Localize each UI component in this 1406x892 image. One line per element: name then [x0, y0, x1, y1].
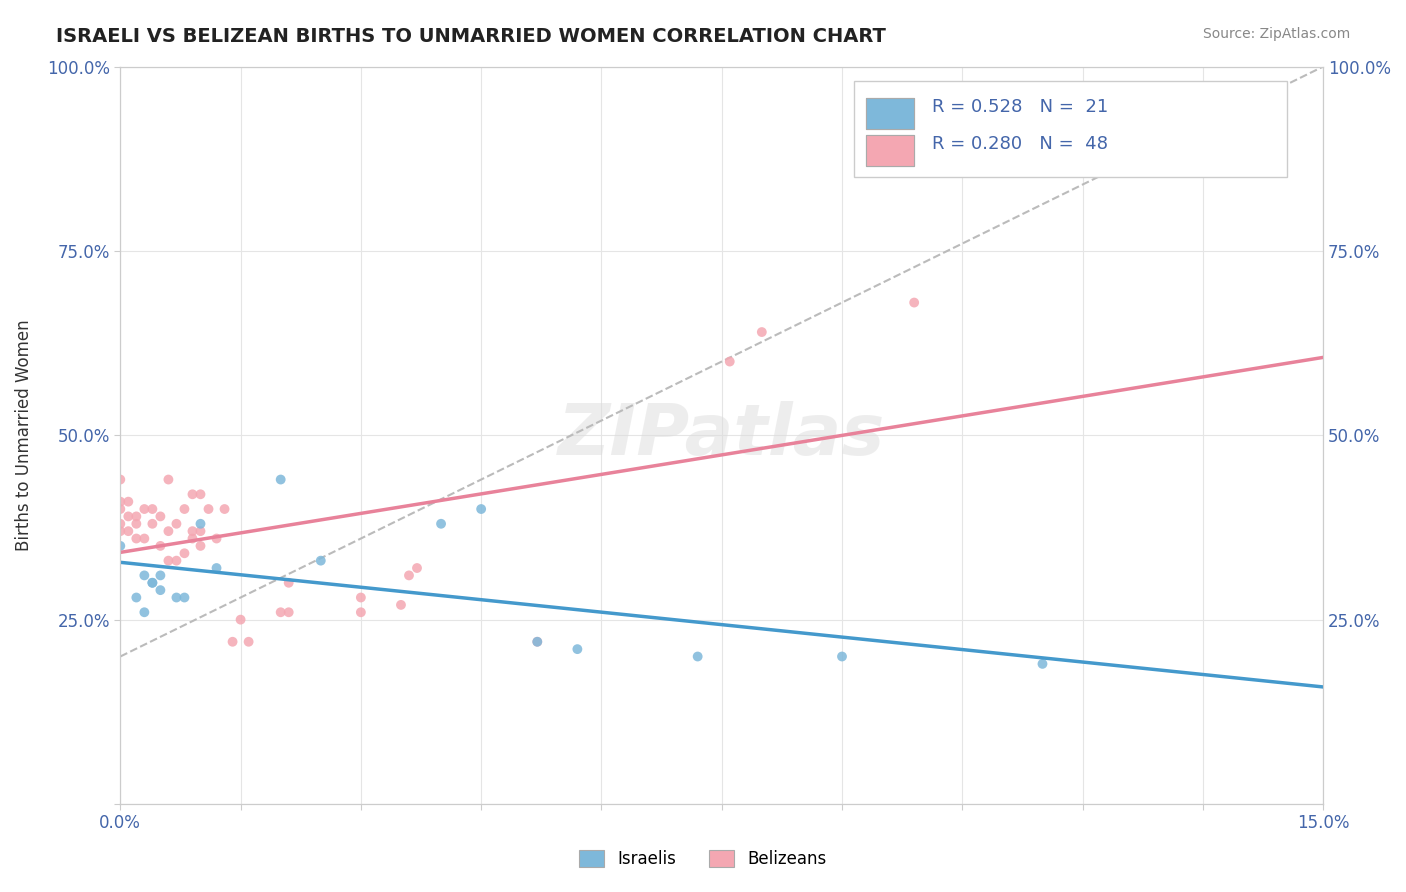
Text: R = 0.528   N =  21: R = 0.528 N = 21 [932, 98, 1108, 116]
Point [125, 591, 148, 605]
Point [190, 487, 212, 501]
Text: ISRAELI VS BELIZEAN BIRTHS TO UNMARRIED WOMEN CORRELATION CHART: ISRAELI VS BELIZEAN BIRTHS TO UNMARRIED … [56, 27, 886, 45]
Point [149, 568, 172, 582]
Point [350, 605, 373, 619]
Point [181, 524, 204, 538]
Point [238, 634, 260, 648]
Point [181, 487, 204, 501]
Point [214, 502, 236, 516]
Point [165, 516, 187, 531]
Point [567, 642, 589, 657]
Point [110, 524, 132, 538]
Point [125, 509, 148, 524]
Point [205, 532, 228, 546]
Point [117, 524, 139, 538]
Point [686, 649, 709, 664]
Point [141, 516, 163, 531]
Point [229, 613, 252, 627]
Point [173, 502, 195, 516]
Y-axis label: Births to Unmarried Women: Births to Unmarried Women [15, 319, 32, 551]
Point [718, 354, 741, 368]
Point [831, 649, 853, 664]
Point [157, 554, 180, 568]
Point [309, 554, 332, 568]
Point [470, 502, 492, 516]
Point [350, 591, 373, 605]
Text: ZIPatlas: ZIPatlas [558, 401, 886, 470]
Point [197, 502, 219, 516]
Point [398, 568, 420, 582]
Point [181, 532, 204, 546]
Point [110, 502, 132, 516]
FancyBboxPatch shape [866, 98, 914, 129]
Point [134, 502, 156, 516]
Point [406, 561, 429, 575]
Point [110, 473, 132, 487]
Legend: Israelis, Belizeans: Israelis, Belizeans [572, 843, 834, 875]
Point [173, 591, 195, 605]
Text: Source: ZipAtlas.com: Source: ZipAtlas.com [1202, 27, 1350, 41]
Point [110, 516, 132, 531]
Point [165, 554, 187, 568]
Point [430, 516, 453, 531]
Point [110, 494, 132, 508]
Point [190, 524, 212, 538]
Point [149, 539, 172, 553]
Point [141, 575, 163, 590]
FancyBboxPatch shape [853, 81, 1286, 178]
Point [117, 494, 139, 508]
Point [277, 575, 299, 590]
Point [110, 539, 132, 553]
Point [221, 634, 243, 648]
Point [270, 605, 292, 619]
Point [751, 325, 773, 339]
Point [134, 532, 156, 546]
Point [205, 561, 228, 575]
Point [125, 532, 148, 546]
Point [526, 634, 548, 648]
Point [270, 473, 292, 487]
Point [149, 509, 172, 524]
Point [165, 591, 187, 605]
Point [190, 539, 212, 553]
Point [157, 473, 180, 487]
Point [141, 502, 163, 516]
Point [117, 509, 139, 524]
Point [389, 598, 412, 612]
Point [277, 605, 299, 619]
Point [903, 295, 925, 310]
Point [157, 524, 180, 538]
Point [190, 516, 212, 531]
Point [173, 546, 195, 560]
Point [134, 605, 156, 619]
Point [1031, 657, 1053, 671]
Text: R = 0.280   N =  48: R = 0.280 N = 48 [932, 135, 1108, 153]
Point [526, 634, 548, 648]
FancyBboxPatch shape [866, 136, 914, 166]
Point [125, 516, 148, 531]
Point [134, 568, 156, 582]
Point [149, 583, 172, 598]
Point [141, 575, 163, 590]
